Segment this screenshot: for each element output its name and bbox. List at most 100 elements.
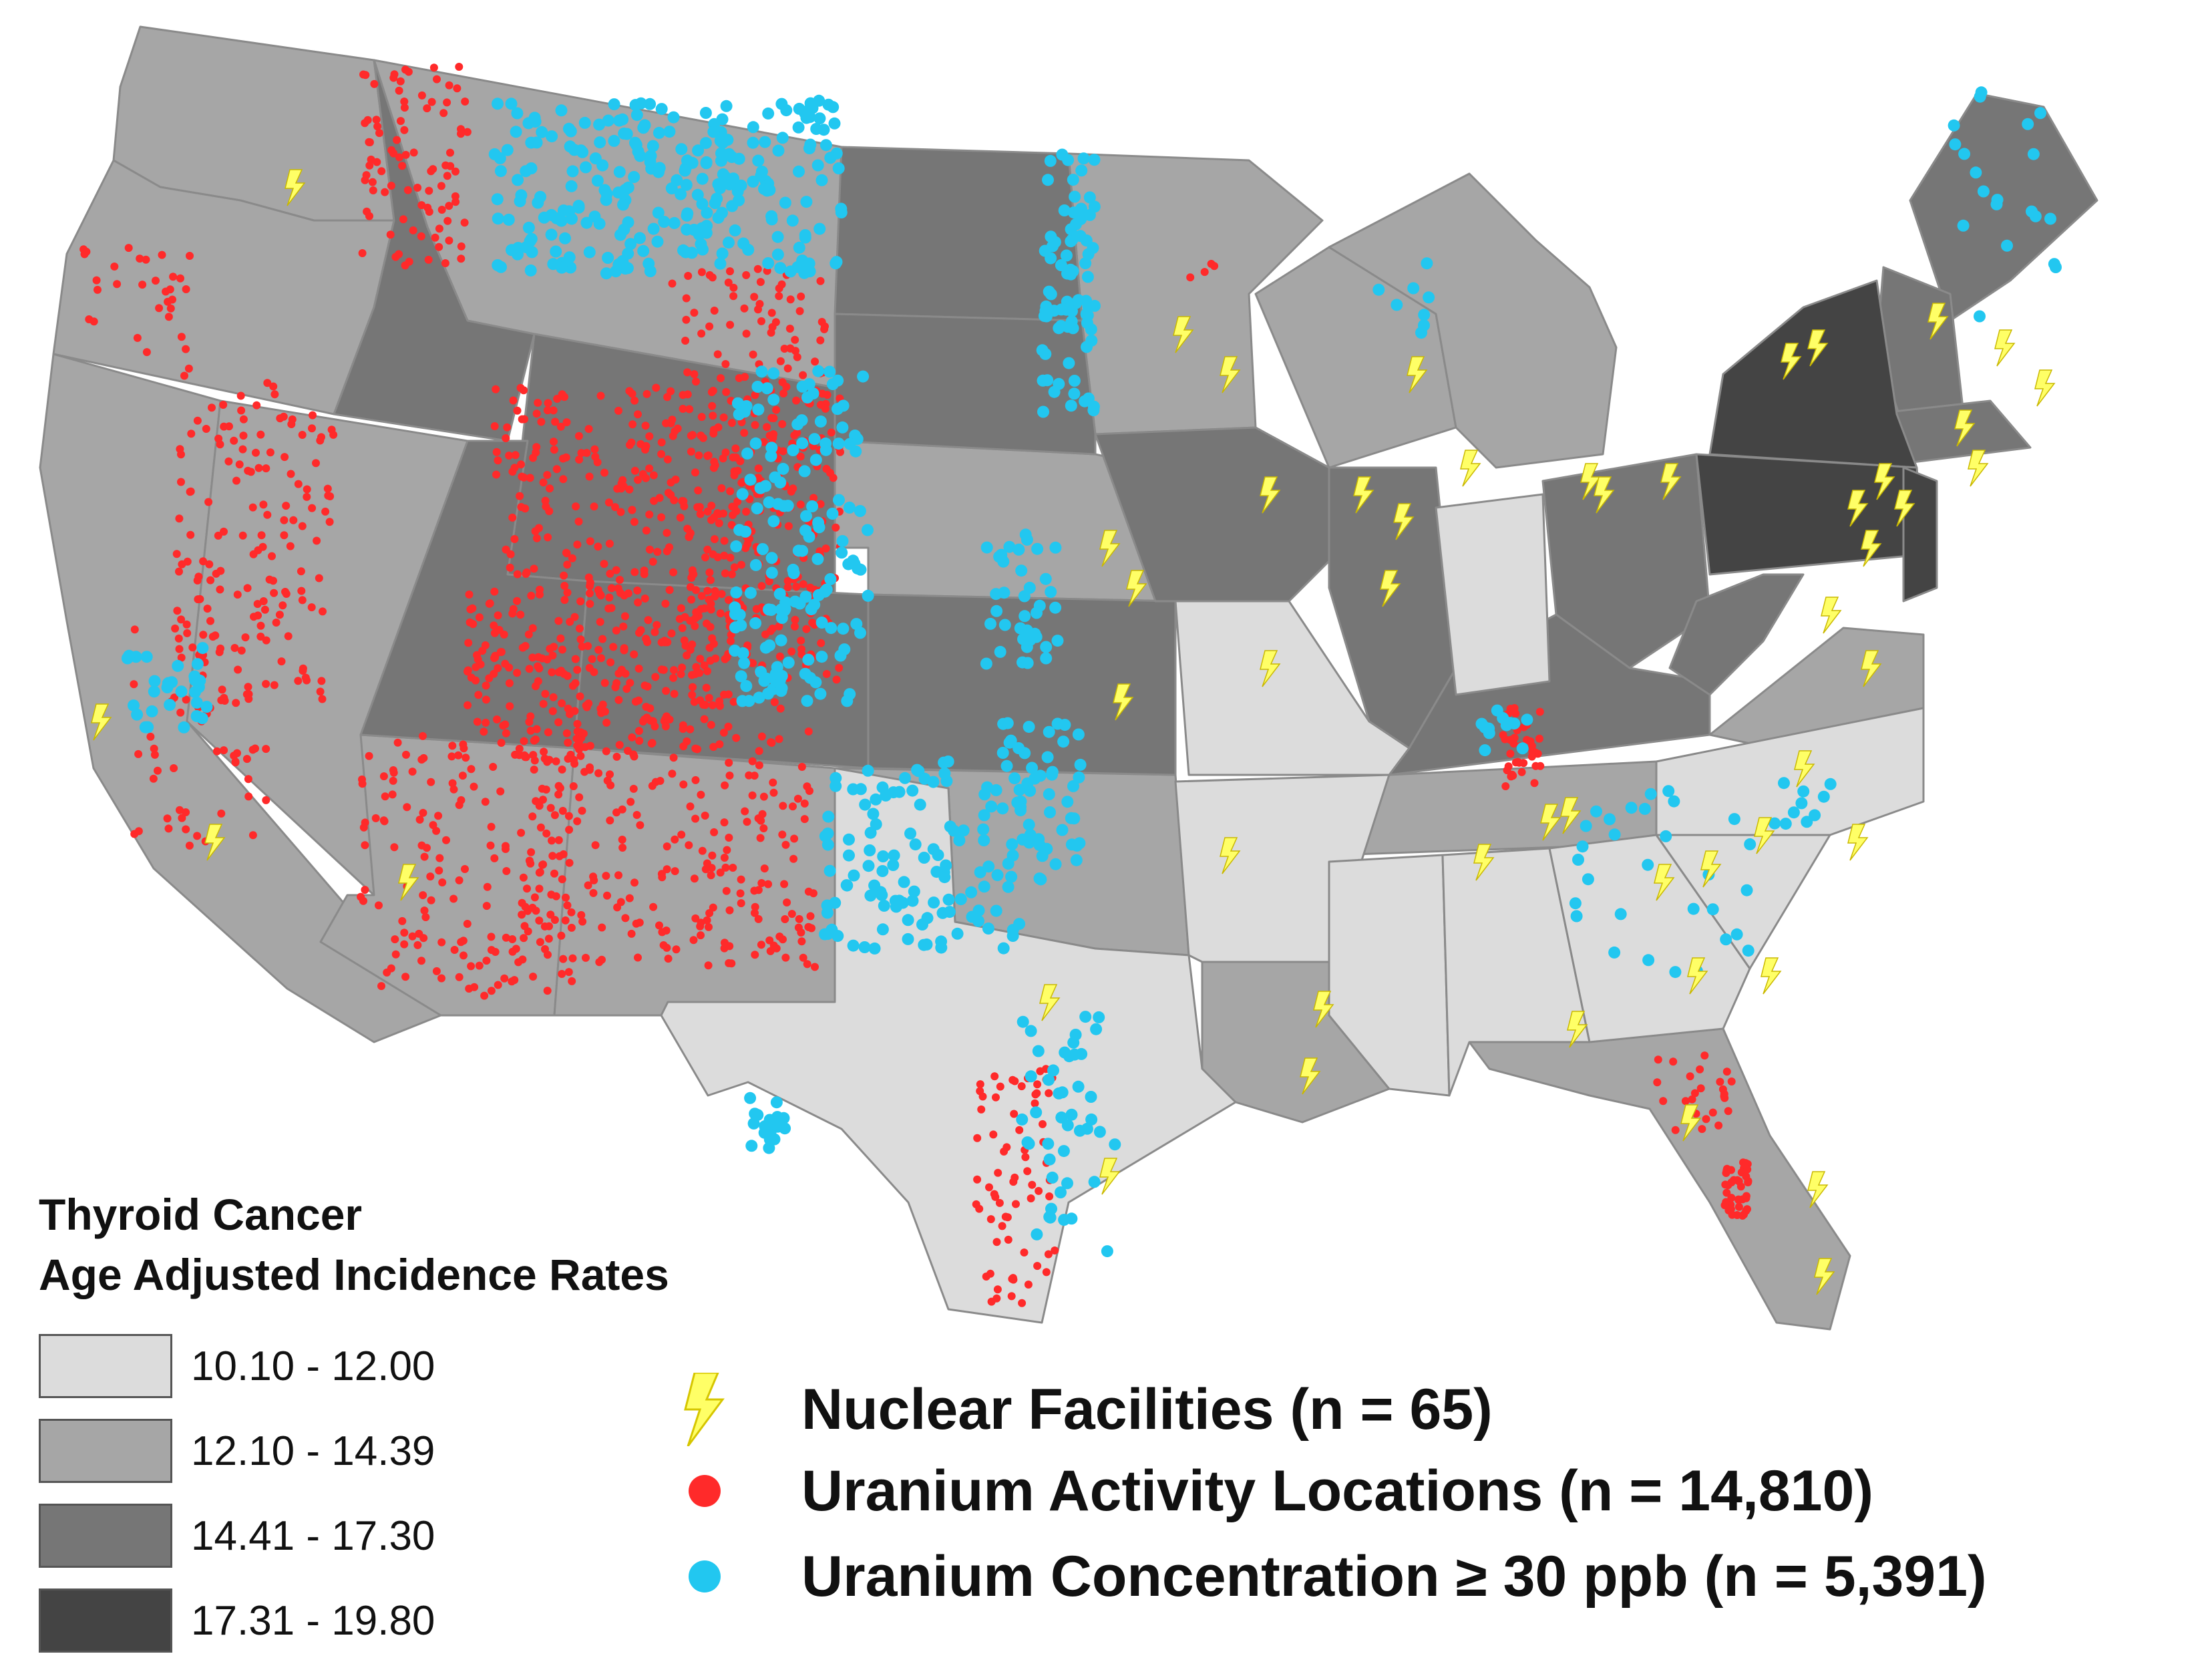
uranium-concentration-point (1012, 543, 1025, 556)
uranium-activity-point (248, 831, 257, 840)
uranium-activity-point (607, 604, 616, 613)
uranium-activity-point (455, 63, 464, 71)
uranium-activity-point (548, 836, 556, 845)
uranium-concentration-point (1043, 1073, 1055, 1086)
nuclear-facility-point (1814, 1258, 1835, 1295)
state-west-virginia (1668, 573, 1805, 696)
uranium-activity-point (749, 350, 757, 359)
uranium-activity-point (686, 529, 695, 538)
uranium-activity-point (576, 751, 585, 760)
uranium-activity-point (600, 468, 608, 477)
uranium-activity-point (459, 937, 468, 945)
lightning-bolt-icon (668, 1373, 741, 1446)
uranium-activity-point (625, 485, 634, 494)
uranium-activity-point (535, 884, 544, 893)
uranium-activity-point (575, 624, 584, 633)
uranium-activity-point (586, 763, 594, 772)
uranium-activity-point (994, 1168, 1002, 1177)
uranium-concentration-point (738, 657, 751, 669)
uranium-concentration-point (522, 221, 535, 234)
uranium-concentration-point (836, 546, 848, 559)
uranium-activity-point (530, 893, 539, 902)
uranium-activity-point (562, 418, 571, 427)
uranium-activity-point (671, 867, 679, 876)
uranium-concentration-point (1065, 399, 1077, 412)
uranium-concentration-point (938, 767, 951, 780)
uranium-activity-point (564, 968, 573, 977)
uranium-activity-point (513, 669, 522, 677)
uranium-concentration-point (996, 747, 1009, 759)
uranium-activity-point (760, 864, 769, 873)
uranium-activity-point (556, 422, 565, 431)
uranium-activity-point (445, 236, 453, 245)
uranium-activity-point (691, 814, 700, 823)
uranium-activity-point (391, 950, 400, 959)
uranium-activity-point (769, 788, 778, 797)
uranium-activity-point (238, 531, 247, 540)
uranium-activity-point (1042, 1268, 1051, 1277)
uranium-activity-point (450, 946, 459, 954)
uranium-activity-point (546, 804, 555, 812)
uranium-activity-point (564, 812, 573, 820)
uranium-activity-point (1051, 1246, 1059, 1254)
uranium-activity-point (668, 415, 677, 424)
uranium-concentration-point (779, 596, 792, 609)
uranium-activity-point (435, 224, 443, 233)
uranium-activity-point (408, 932, 417, 941)
uranium-concentration-point (1083, 191, 1096, 204)
uranium-concentration-point (616, 255, 629, 267)
uranium-activity-point (358, 780, 367, 788)
uranium-concentration-point (998, 586, 1010, 599)
uranium-concentration-point (1062, 154, 1075, 166)
uranium-activity-point (538, 860, 547, 869)
uranium-activity-point (709, 550, 717, 558)
uranium-concentration-point (1668, 795, 1680, 808)
uranium-activity-point (628, 506, 636, 514)
uranium-activity-point (490, 422, 499, 430)
uranium-activity-point (536, 938, 544, 947)
uranium-activity-point (373, 122, 382, 131)
uranium-activity-point (199, 631, 208, 639)
uranium-activity-point (257, 531, 266, 540)
uranium-activity-point (575, 745, 584, 753)
uranium-activity-point (559, 475, 568, 484)
nuclear-facility-point (1560, 797, 1582, 834)
uranium-activity-point (737, 899, 745, 908)
uranium-concentration-point (864, 844, 876, 856)
uranium-activity-point (508, 977, 516, 986)
uranium-activity-point (389, 73, 398, 82)
uranium-concentration-point (737, 237, 750, 250)
uranium-activity-point (1528, 741, 1536, 750)
uranium-activity-point (630, 466, 639, 475)
uranium-activity-point (1045, 1089, 1053, 1098)
uranium-activity-point (681, 613, 689, 621)
state-kansas (867, 593, 1177, 776)
uranium-activity-point (594, 542, 602, 551)
uranium-activity-point (308, 504, 317, 512)
uranium-concentration-point (1046, 1171, 1059, 1184)
uranium-concentration-point (1079, 395, 1091, 407)
uranium-concentration-point (616, 113, 629, 126)
uranium-activity-point (710, 458, 719, 466)
uranium-activity-point (642, 526, 651, 535)
nuclear-facility-point (1761, 957, 1782, 995)
uranium-activity-point (703, 545, 712, 554)
uranium-concentration-point (799, 667, 811, 680)
uranium-activity-point (545, 922, 553, 931)
uranium-activity-point (506, 563, 514, 572)
uranium-concentration-point (887, 786, 900, 799)
uranium-concentration-point (629, 99, 642, 112)
uranium-concentration-point (800, 196, 813, 208)
uranium-activity-point (690, 874, 699, 883)
uranium-activity-point (409, 148, 418, 157)
uranium-concentration-point (1012, 742, 1025, 754)
uranium-activity-point (1696, 1084, 1705, 1093)
uranium-activity-point (467, 962, 476, 971)
uranium-concentration-point (965, 886, 978, 898)
uranium-concentration-point (801, 264, 813, 277)
uranium-activity-point (491, 653, 500, 662)
uranium-activity-point (1714, 1121, 1723, 1130)
uranium-activity-point (755, 747, 763, 756)
uranium-activity-point (797, 292, 805, 301)
uranium-activity-point (182, 345, 190, 353)
